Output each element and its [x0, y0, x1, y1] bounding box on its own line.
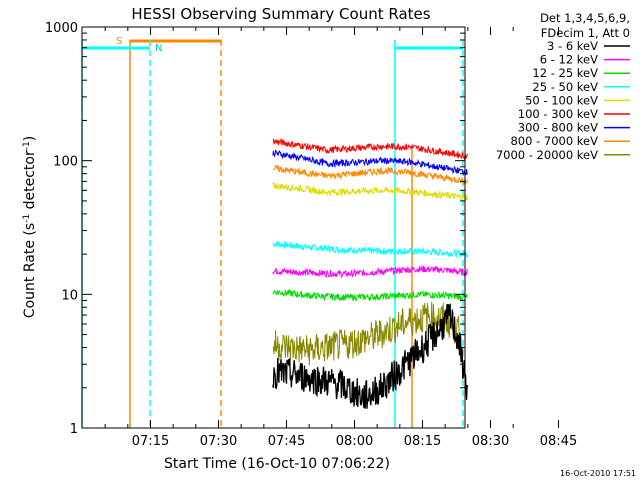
x-tick-label: 08:45	[540, 434, 577, 449]
x-tick-label: 08:15	[404, 434, 441, 449]
x-tick-label: 07:15	[132, 434, 169, 449]
y-tick-label: 1000	[45, 21, 78, 36]
legend-header-2: FDecim 1, Att 0	[541, 26, 630, 40]
series-line-5	[272, 137, 469, 161]
legend-header-1: Det 1,3,4,5,6,9,	[540, 11, 630, 25]
x-axis-label: Start Time (16-Oct-10 07:06:22)	[164, 456, 390, 472]
series-line-0	[272, 303, 469, 409]
saa-label: S	[116, 36, 122, 47]
plot-frame	[81, 26, 466, 429]
x-tick-label: 07:45	[268, 434, 305, 449]
series-line-4	[272, 182, 469, 202]
legend-entry-label: 6 - 12 keV	[540, 53, 598, 67]
legend: Det 1,3,4,5,6,9,FDecim 1, Att 03 - 6 keV…	[496, 11, 630, 162]
x-axis: 07:15 07:30 07:45 08:00 08:15 08:30 08:45	[104, 27, 577, 449]
legend-entry-label: 50 - 100 keV	[525, 93, 598, 107]
legend-entry-label: 25 - 50 keV	[532, 80, 598, 94]
series-line-1	[272, 264, 469, 279]
series-line-7	[272, 164, 469, 185]
footer-timestamp: 16-Oct-2010 17:51	[560, 469, 636, 478]
series-line-2	[272, 289, 468, 302]
legend-entry-label: 800 - 7000 keV	[510, 134, 598, 148]
chart-title: HESSI Observing Summary Count Rates	[131, 5, 430, 23]
y-tick-label: 100	[53, 155, 78, 170]
night-label: N	[155, 43, 162, 54]
legend-entry-label: 300 - 800 keV	[518, 121, 598, 135]
series-line-6	[272, 149, 468, 176]
legend-entry-label: 3 - 6 keV	[547, 39, 598, 53]
y-axis-label: Count Rate (s-1 detector-1)	[22, 136, 38, 318]
legend-entry-label: 100 - 300 keV	[518, 107, 598, 121]
x-tick-label: 08:00	[336, 434, 373, 449]
y-tick-label: 10	[61, 288, 78, 303]
series-layer	[272, 137, 469, 409]
legend-entry-label: 12 - 25 keV	[532, 66, 598, 80]
legend-entry-label: 7000 - 20000 keV	[496, 148, 598, 162]
orbit-markers: S N	[81, 36, 464, 428]
x-tick-label: 08:30	[472, 434, 509, 449]
y-axis: 1 10 100 1000	[45, 21, 465, 437]
series-line-3	[272, 240, 469, 259]
x-tick-label: 07:30	[200, 434, 237, 449]
y-tick-label: 1	[70, 422, 78, 437]
